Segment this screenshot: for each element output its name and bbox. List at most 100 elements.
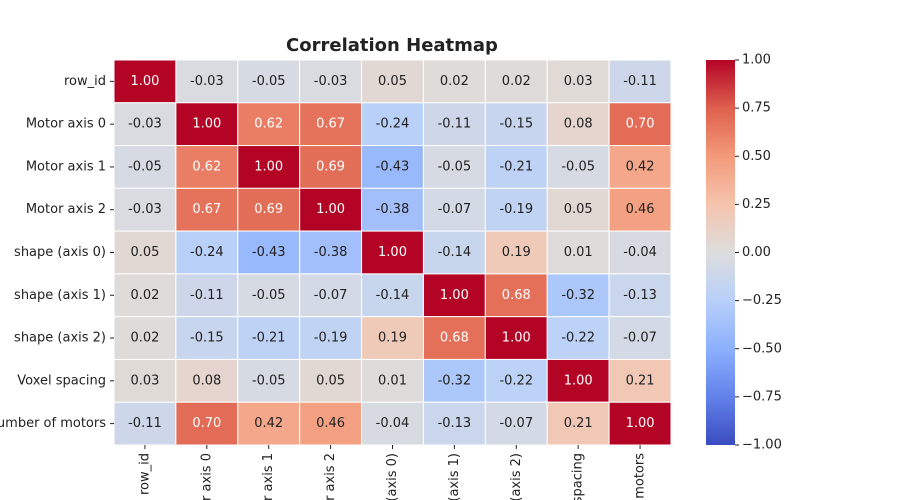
cell-label: 1.00 (316, 202, 345, 217)
heatmap-cell (546, 102, 610, 147)
cell-label: -0.05 (252, 373, 286, 388)
cell-label: -0.15 (190, 331, 224, 346)
cell-label: 0.01 (378, 373, 407, 388)
cell-label: 0.46 (316, 416, 345, 431)
cell-label: 0.02 (130, 331, 159, 346)
cell-label: 0.21 (626, 373, 655, 388)
cell-label: -0.03 (128, 117, 162, 132)
cell-label: -0.05 (561, 159, 595, 174)
heatmap-cell (608, 187, 672, 232)
heatmap-cell (484, 316, 548, 360)
cell-label: -0.05 (438, 159, 472, 174)
cell-label: 0.08 (192, 373, 221, 388)
cell-label: -0.05 (252, 288, 286, 303)
heatmap-cell (484, 230, 548, 275)
cell-label: 1.00 (192, 117, 221, 132)
heatmap-cell (422, 59, 486, 104)
cell-label: -0.11 (190, 288, 224, 303)
heatmap-cell (422, 401, 486, 446)
cell-label: -0.38 (376, 202, 410, 217)
heatmap-cell (299, 230, 363, 275)
heatmap-cell (299, 187, 363, 232)
y-tick-label: shape (axis 2) (14, 331, 106, 346)
heatmap-cell (113, 187, 177, 232)
heatmap-cell (113, 59, 177, 104)
y-tick-label: Voxel spacing (17, 373, 106, 388)
cell-label: -0.11 (623, 74, 657, 89)
cell-label: 1.00 (440, 288, 469, 303)
y-tick-label: row_id (64, 74, 106, 89)
y-tick-label: Motor axis 2 (26, 202, 106, 217)
heatmap-cell (299, 273, 363, 318)
cell-label: 0.05 (130, 245, 159, 260)
cell-label: -0.07 (438, 202, 472, 217)
y-tick-label: Motor axis 0 (26, 117, 106, 132)
cell-label: 0.62 (254, 117, 283, 132)
cell-label: -0.14 (376, 288, 410, 303)
heatmap-cell (113, 401, 177, 446)
cell-label: 0.62 (192, 159, 221, 174)
cell-label: 0.67 (316, 117, 345, 132)
y-tick-label: Number of motors (0, 416, 106, 431)
cell-label: 0.05 (564, 202, 593, 217)
heatmap-cell (546, 273, 610, 318)
heatmap-cell (175, 401, 239, 446)
cell-label: 0.02 (440, 74, 469, 89)
heatmap-cell (175, 145, 239, 189)
cell-label: 1.00 (564, 373, 593, 388)
x-tick-label: Voxel spacing (571, 453, 586, 500)
cell-label: 0.03 (130, 373, 159, 388)
heatmap-cell (113, 358, 177, 403)
colorbar-tick-label: −0.50 (742, 341, 782, 356)
cell-label: -0.38 (314, 245, 348, 260)
cell-label: 0.05 (316, 373, 345, 388)
heatmap-cell (608, 230, 672, 275)
heatmap-cell (608, 273, 672, 318)
heatmap-cell (237, 59, 301, 104)
cell-label: 0.05 (378, 74, 407, 89)
cell-label: 0.02 (130, 288, 159, 303)
cell-label: -0.43 (376, 159, 410, 174)
cell-label: -0.24 (376, 117, 410, 132)
heatmap-cell (237, 273, 301, 318)
cell-label: 0.46 (626, 202, 655, 217)
heatmap-cell (113, 316, 177, 360)
cell-label: -0.07 (499, 416, 533, 431)
heatmap-cell (484, 358, 548, 403)
heatmap-cell (237, 358, 301, 403)
cell-label: 0.21 (564, 416, 593, 431)
cell-label: -0.21 (499, 159, 533, 174)
colorbar-tick-label: 0.50 (742, 149, 771, 164)
cell-label: -0.22 (499, 373, 533, 388)
heatmap-cell (361, 145, 424, 189)
cell-label: 0.69 (316, 159, 345, 174)
heatmap-cell (608, 102, 672, 147)
heatmap-cell (608, 401, 672, 446)
cell-label: 1.00 (130, 74, 159, 89)
heatmap-cell (175, 273, 239, 318)
cell-label: -0.13 (623, 288, 657, 303)
heatmap-cell (299, 145, 363, 189)
colorbar-tick-label: 0.00 (742, 245, 771, 260)
cell-label: -0.24 (190, 245, 224, 260)
heatmap-cell (422, 273, 486, 318)
cell-label: 0.42 (626, 159, 655, 174)
heatmap-cell (113, 102, 177, 147)
y-tick-label: shape (axis 0) (14, 245, 106, 260)
cell-label: -0.11 (128, 416, 162, 431)
heatmap-cell (361, 401, 424, 446)
cell-label: 0.19 (378, 331, 407, 346)
x-tick-label: Motor axis 1 (261, 453, 276, 500)
heatmap-cell (608, 145, 672, 189)
cell-label: -0.32 (561, 288, 595, 303)
cell-label: -0.32 (438, 373, 472, 388)
heatmap-cell (422, 358, 486, 403)
cell-label: 0.42 (254, 416, 283, 431)
cell-label: -0.03 (314, 74, 348, 89)
cell-label: -0.11 (438, 117, 472, 132)
cell-label: -0.43 (252, 245, 286, 260)
cell-label: 0.03 (564, 74, 593, 89)
cell-label: -0.03 (128, 202, 162, 217)
heatmap-cell (361, 316, 424, 360)
